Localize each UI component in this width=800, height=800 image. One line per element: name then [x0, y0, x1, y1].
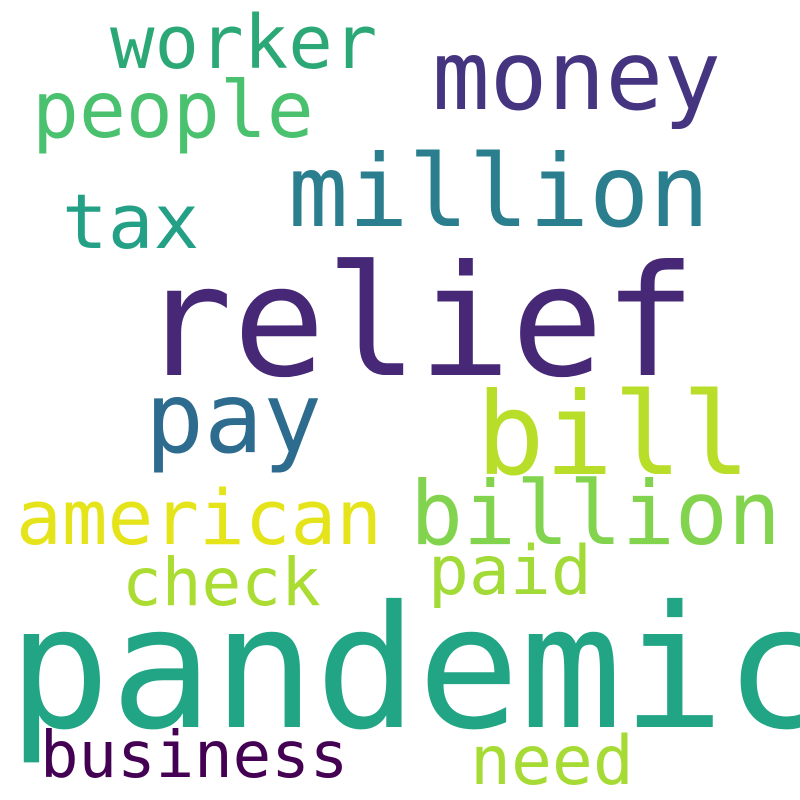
word-people: people [32, 66, 314, 156]
word-worker: worker [110, 0, 378, 86]
word-business: business [40, 719, 349, 793]
word-relief: relief [140, 233, 697, 412]
word-paid: paid [428, 532, 592, 611]
word-tax: tax [62, 177, 200, 266]
word-check: check [122, 544, 321, 621]
word-pandemic: pandemic [8, 570, 800, 768]
word-money: money [432, 20, 721, 132]
word-million: million [288, 133, 710, 250]
word-billion: billion [410, 462, 781, 565]
word-pay: pay [145, 362, 323, 476]
word-need: need [470, 722, 634, 800]
word-bill: bill [476, 368, 751, 501]
word-american: american [16, 473, 383, 562]
